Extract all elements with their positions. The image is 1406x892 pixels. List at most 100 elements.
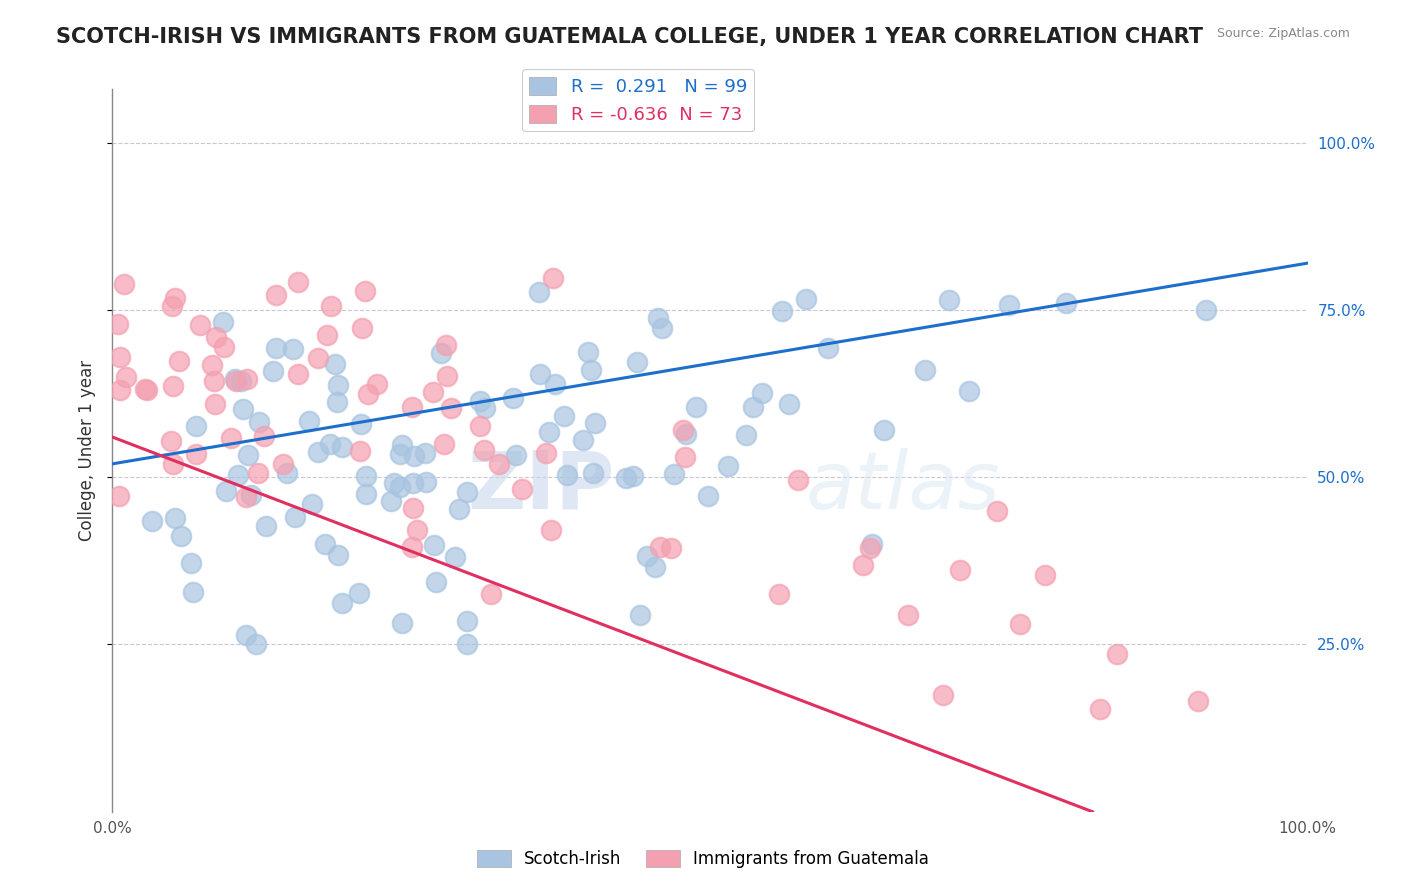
Point	[444, 550, 467, 565]
Point	[212, 340, 235, 354]
Point	[162, 457, 184, 471]
Point	[440, 401, 463, 415]
Point	[134, 382, 156, 396]
Point	[998, 297, 1021, 311]
Text: ZIP: ZIP	[467, 448, 614, 525]
Point	[502, 392, 524, 406]
Point	[235, 490, 257, 504]
Point	[215, 484, 238, 499]
Point	[307, 445, 329, 459]
Point	[204, 397, 226, 411]
Point	[422, 384, 444, 399]
Point	[273, 457, 295, 471]
Point	[778, 397, 800, 411]
Point	[401, 400, 423, 414]
Point	[141, 514, 163, 528]
Point	[404, 449, 426, 463]
Point	[350, 320, 373, 334]
Point	[581, 362, 603, 376]
Point	[1195, 302, 1218, 317]
Point	[201, 358, 224, 372]
Point	[167, 354, 190, 368]
Legend: Scotch-Irish, Immigrants from Guatemala: Scotch-Irish, Immigrants from Guatemala	[471, 843, 935, 875]
Point	[651, 321, 673, 335]
Point	[957, 384, 980, 398]
Point	[474, 401, 496, 416]
Point	[628, 607, 651, 622]
Point	[449, 502, 471, 516]
Point	[330, 596, 353, 610]
Point	[388, 480, 411, 494]
Text: atlas: atlas	[806, 448, 1001, 525]
Point	[541, 271, 564, 285]
Point	[266, 288, 288, 302]
Point	[685, 400, 707, 414]
Point	[914, 363, 936, 377]
Point	[181, 584, 204, 599]
Point	[108, 350, 131, 364]
Point	[623, 469, 645, 483]
Point	[794, 292, 817, 306]
Point	[436, 368, 458, 383]
Point	[1054, 296, 1077, 310]
Point	[510, 482, 533, 496]
Point	[165, 511, 187, 525]
Point	[675, 426, 697, 441]
Point	[859, 541, 882, 555]
Point	[659, 541, 682, 556]
Point	[354, 486, 377, 500]
Point	[717, 458, 740, 473]
Point	[238, 448, 260, 462]
Point	[873, 423, 896, 437]
Point	[434, 338, 457, 352]
Point	[1187, 694, 1209, 708]
Point	[357, 387, 380, 401]
Point	[235, 628, 257, 642]
Point	[401, 540, 423, 554]
Point	[180, 557, 202, 571]
Point	[468, 419, 491, 434]
Point	[527, 285, 550, 299]
Point	[1008, 616, 1031, 631]
Point	[108, 489, 131, 503]
Point	[768, 587, 790, 601]
Point	[108, 384, 131, 398]
Point	[673, 450, 696, 464]
Point	[354, 285, 377, 299]
Point	[423, 538, 446, 552]
Point	[986, 504, 1008, 518]
Point	[229, 374, 252, 388]
Point	[786, 473, 808, 487]
Point	[433, 436, 456, 450]
Point	[583, 416, 606, 430]
Point	[349, 443, 371, 458]
Point	[225, 374, 247, 388]
Point	[949, 563, 972, 577]
Point	[264, 341, 287, 355]
Point	[626, 355, 648, 369]
Point	[540, 523, 562, 537]
Point	[456, 614, 478, 628]
Legend: R =  0.291   N = 99, R = -0.636  N = 73: R = 0.291 N = 99, R = -0.636 N = 73	[522, 70, 755, 131]
Point	[571, 434, 593, 448]
Point	[226, 468, 249, 483]
Point	[239, 488, 262, 502]
Point	[938, 293, 960, 307]
Point	[245, 637, 267, 651]
Point	[479, 586, 502, 600]
Point	[253, 428, 276, 442]
Text: SCOTCH-IRISH VS IMMIGRANTS FROM GUATEMALA COLLEGE, UNDER 1 YEAR CORRELATION CHAR: SCOTCH-IRISH VS IMMIGRANTS FROM GUATEMAL…	[56, 27, 1204, 46]
Point	[897, 608, 920, 623]
Point	[647, 311, 669, 326]
Point	[112, 277, 135, 291]
Point	[281, 342, 304, 356]
Point	[232, 402, 254, 417]
Point	[301, 497, 323, 511]
Point	[219, 431, 242, 445]
Point	[697, 490, 720, 504]
Point	[644, 559, 666, 574]
Point	[276, 466, 298, 480]
Point	[254, 519, 277, 533]
Point	[314, 537, 336, 551]
Point	[114, 370, 136, 384]
